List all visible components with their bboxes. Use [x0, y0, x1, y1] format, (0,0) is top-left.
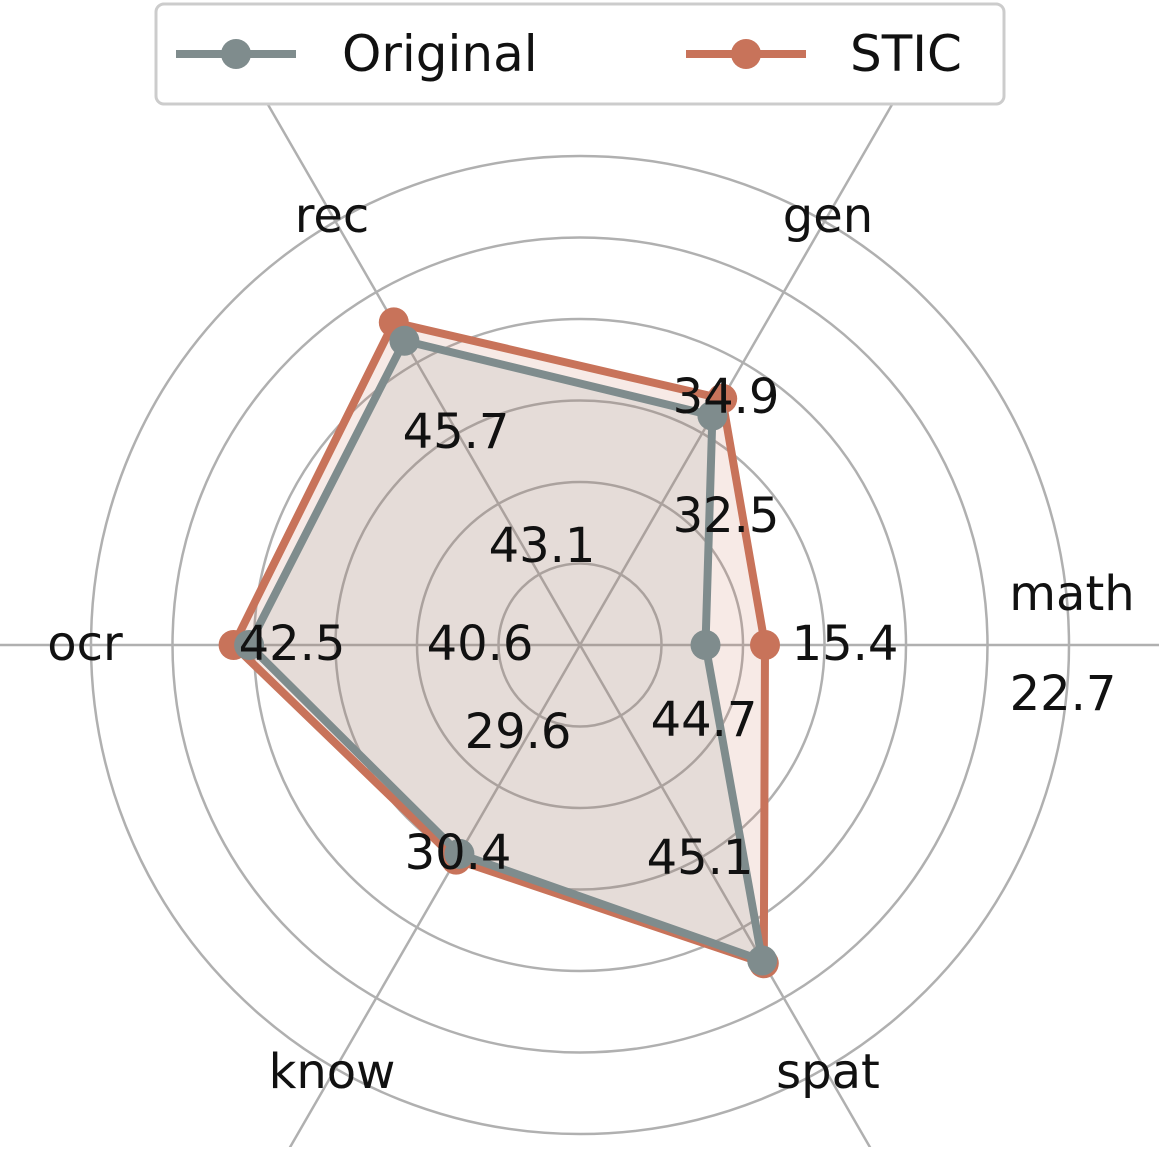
axis-label-math: math — [1009, 566, 1134, 622]
axis-label-ocr: ocr — [47, 616, 123, 672]
series-fill-original — [249, 340, 763, 961]
legend-stic-label: STIC — [850, 25, 962, 83]
legend-box — [154, 2, 1006, 106]
axis-line-know — [285, 644, 582, 1152]
point-original-know — [444, 838, 475, 869]
legend: Original STIC — [154, 2, 1006, 106]
point-original-rec — [389, 325, 420, 356]
value-label-stic-ocr: 42.5 — [239, 616, 346, 672]
legend-stic-marker — [731, 39, 761, 69]
value-label-original-ocr: 40.6 — [427, 616, 534, 672]
axis-label-rec: rec — [295, 188, 370, 244]
value-label-original-math: 15.4 — [792, 616, 899, 672]
value-labels: 15.4 32.5 43.1 40.6 29.6 44.7 22.7 34.9 45.7 42.5… — [239, 369, 1117, 886]
value-label-original-rec: 43.1 — [489, 518, 596, 574]
axis-label-gen: gen — [783, 188, 873, 244]
radar-grid — [0, 90, 1159, 1152]
axis-line-spat — [578, 644, 875, 1152]
axis-label-spat: spat — [776, 1044, 880, 1100]
series-fill-stic — [233, 322, 766, 964]
value-label-original-know: 29.6 — [465, 704, 572, 760]
legend-original-label: Original — [342, 25, 538, 83]
point-original-gen — [697, 400, 728, 431]
axis-line-rec — [258, 90, 582, 646]
value-label-stic-know: 30.4 — [405, 825, 512, 881]
value-label-stic-gen: 34.9 — [673, 369, 780, 425]
value-label-original-gen: 32.5 — [673, 488, 780, 544]
axis-label-know: know — [269, 1044, 396, 1100]
point-original-spat — [747, 945, 778, 976]
radar-series — [218, 307, 780, 979]
legend-original-marker — [221, 39, 251, 69]
value-label-original-spat: 44.7 — [651, 692, 758, 748]
value-label-stic-rec: 45.7 — [403, 404, 510, 460]
axis-labels: math gen rec ocr know spat — [47, 188, 1134, 1100]
point-original-math — [690, 630, 721, 660]
axis-line-gen — [578, 90, 902, 646]
value-label-stic-spat: 45.1 — [647, 830, 754, 886]
point-original-ocr — [234, 630, 265, 660]
point-stic-math — [750, 630, 780, 660]
value-label-stic-math: 22.7 — [1010, 666, 1117, 722]
